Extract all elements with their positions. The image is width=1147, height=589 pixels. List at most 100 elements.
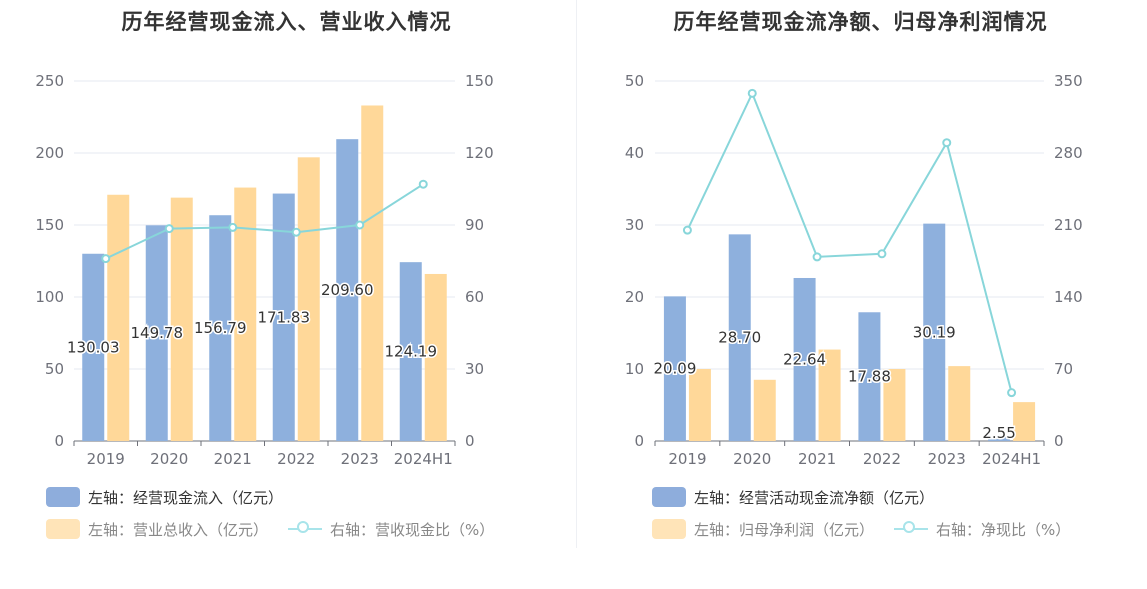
bar-series-1: [858, 312, 881, 441]
chart-title: 历年经营现金流入、营业收入情况: [121, 10, 452, 34]
bar-series-2: [107, 194, 130, 441]
x-tick-label: 2021: [214, 450, 252, 468]
line-point: [418, 179, 428, 189]
legend-label: 右轴：营收现金比（%）: [330, 520, 495, 539]
bar-series-1: [272, 193, 295, 441]
chart-plot: 0 50 100 150 200 250 0 30 60 90 120 150 2019 2020 2021…: [35, 72, 494, 468]
y-tick-label-left: 0: [634, 432, 644, 450]
x-tick-label: 2021: [798, 450, 836, 468]
y-tick-label-left: 150: [35, 216, 64, 234]
bar-series-2: [818, 349, 841, 441]
bar-data-label: 30.19: [913, 323, 956, 341]
legend-item[interactable]: 右轴：净现比（%）: [894, 519, 1070, 540]
chart-title: 历年经营现金流净额、归母净利润情况: [673, 10, 1048, 34]
bar-data-label: 28.70: [718, 329, 761, 347]
y-tick-label-right: 30: [465, 360, 484, 378]
y-tick-label-right: 350: [1054, 72, 1083, 90]
line-point: [291, 227, 301, 237]
legend-item[interactable]: 右轴：营收现金比（%）: [288, 519, 494, 540]
legend-item[interactable]: 左轴：营业总收入（亿元）: [46, 519, 268, 540]
legend-label: 左轴：经营现金流入（亿元）: [88, 488, 284, 507]
bar-series-2: [297, 157, 320, 441]
bar-data-label: 124.19: [385, 343, 438, 361]
bar-data-label: 2.55: [982, 424, 1015, 442]
legend-row-2: 左轴：营业总收入（亿元） 右轴：营收现金比（%）: [46, 518, 514, 540]
bar-series-2: [361, 105, 384, 441]
bar-series-2: [753, 379, 776, 441]
y-tick-label-left: 0: [54, 432, 64, 450]
y-tick-label-right: 60: [465, 288, 484, 306]
x-tick-label: 2022: [277, 450, 315, 468]
legend-line-icon: [288, 519, 323, 539]
line-point: [812, 252, 822, 262]
legend-swatch: [652, 519, 686, 539]
bar-series-1: [82, 253, 105, 441]
legend-row-2: 左轴：归母净利润（亿元） 右轴：净现比（%）: [652, 518, 1090, 540]
bar-data-label: 156.79: [194, 319, 247, 337]
chart-plot: 0 10 20 30 40 50 0 70 140 210 280 350 2019 2020 2021 20…: [625, 72, 1083, 468]
line-point: [747, 88, 757, 98]
legend-item[interactable]: 左轴：归母净利润（亿元）: [652, 519, 874, 540]
bar-series-1: [663, 296, 686, 441]
chart-panel-left: 历年经营现金流入、营业收入情况 0 50 100 150 200 250 0 30 60 90 12…: [0, 0, 573, 589]
legend-swatch: [46, 487, 80, 507]
legend-label: 左轴：营业总收入（亿元）: [88, 520, 269, 539]
line-point: [164, 224, 174, 234]
legend-row-1: 左轴：经营活动现金流净额（亿元）: [652, 486, 954, 508]
y-tick-label-right: 90: [465, 216, 484, 234]
x-tick-label: 2024H1: [982, 450, 1041, 468]
legend-swatch: [46, 519, 80, 539]
bar-series-2: [948, 366, 971, 441]
x-tick-label: 2023: [341, 450, 379, 468]
y-tick-label-right: 120: [465, 144, 494, 162]
legend-swatch: [652, 487, 686, 507]
y-tick-label-right: 140: [1054, 288, 1083, 306]
y-tick-label-right: 70: [1054, 360, 1073, 378]
x-tick-label: 2019: [668, 450, 706, 468]
bar-series-2: [883, 369, 906, 441]
y-tick-label-right: 280: [1054, 144, 1083, 162]
x-tick-label: 2023: [928, 450, 966, 468]
bar-series-1: [399, 262, 422, 441]
x-tick-label: 2019: [87, 450, 125, 468]
bar-series-1: [209, 215, 232, 441]
line-point: [682, 225, 692, 235]
bar-data-label: 17.88: [848, 368, 891, 386]
y-tick-label-left: 50: [625, 72, 644, 90]
bar-data-label: 209.60: [321, 281, 374, 299]
y-tick-label-right: 0: [465, 432, 475, 450]
bar-data-label: 171.83: [258, 308, 311, 326]
bar-series-1: [793, 277, 816, 441]
line-point: [228, 222, 238, 232]
chart-panel-right: 历年经营现金流净额、归母净利润情况 0 10 20 30 40 50 0 70 140 210 28…: [574, 0, 1147, 589]
line-point: [877, 249, 887, 259]
line-series: [105, 183, 424, 260]
bar-series-2: [234, 187, 257, 441]
legend-row-1: 左轴：经营现金流入（亿元）: [46, 486, 303, 508]
bar-series-2: [424, 273, 447, 441]
line-series: [686, 90, 1013, 393]
bar-series-1: [145, 225, 168, 441]
line-point: [355, 220, 365, 230]
y-tick-label-left: 30: [625, 216, 644, 234]
bar-data-label: 149.78: [131, 324, 184, 342]
y-tick-label-right: 210: [1054, 216, 1083, 234]
bar-data-label: 130.03: [67, 338, 120, 356]
y-tick-label-left: 40: [625, 144, 644, 162]
bar-data-label: 22.64: [783, 350, 826, 368]
line-point: [1007, 388, 1017, 398]
legend-label: 左轴：归母净利润（亿元）: [694, 520, 875, 539]
legend-item[interactable]: 左轴：经营活动现金流净额（亿元）: [652, 487, 934, 508]
y-tick-label-left: 50: [45, 360, 64, 378]
y-tick-label-right: 0: [1054, 432, 1064, 450]
y-tick-label-left: 250: [35, 72, 64, 90]
legend-label: 左轴：经营活动现金流净额（亿元）: [694, 488, 935, 507]
legend-item[interactable]: 左轴：经营现金流入（亿元）: [46, 487, 283, 508]
y-tick-label-right: 150: [465, 72, 494, 90]
bar-series-2: [170, 197, 193, 441]
line-point: [101, 254, 111, 264]
x-tick-label: 2020: [150, 450, 188, 468]
y-tick-label-left: 10: [625, 360, 644, 378]
bar-series-1: [336, 139, 359, 441]
line-point: [942, 138, 952, 148]
